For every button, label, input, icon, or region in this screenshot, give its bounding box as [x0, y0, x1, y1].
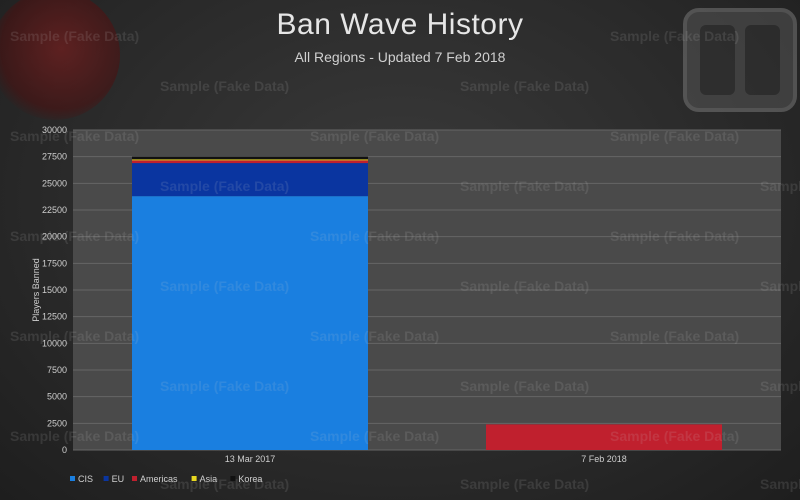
y-tick-label: 17500 [42, 258, 67, 268]
y-tick-label: 15000 [42, 285, 67, 295]
legend-swatch-korea [230, 476, 236, 481]
y-tick-label: 25000 [42, 178, 67, 188]
legend-label-americas: Americas [140, 474, 178, 484]
y-axis-label: Players Banned [31, 258, 41, 322]
y-tick-label: 7500 [47, 365, 67, 375]
y-tick-label: 5000 [47, 392, 67, 402]
legend-swatch-eu [103, 476, 109, 481]
y-tick-label: 27500 [42, 152, 67, 162]
chart-title: Ban Wave History [276, 8, 524, 41]
brand-logo-left [0, 0, 120, 120]
bar-americas-1 [486, 424, 722, 450]
y-tick-label: 30000 [42, 125, 67, 135]
legend-swatch-cis [70, 476, 75, 481]
brand-logo-right [683, 8, 797, 112]
legend-swatch-americas [132, 476, 137, 481]
chart-subtitle: All Regions - Updated 7 Feb 2018 [294, 49, 506, 65]
x-tick-label: 7 Feb 2018 [581, 454, 627, 464]
x-tick-label: 13 Mar 2017 [225, 454, 276, 464]
y-tick-label: 20000 [42, 232, 67, 242]
bar-asia-0 [132, 159, 368, 161]
legend-label-korea: Korea [238, 474, 262, 484]
y-tick-label: 0 [62, 445, 67, 455]
legend-label-eu: EU [112, 474, 125, 484]
y-tick-label: 22500 [42, 205, 67, 215]
bar-americas-0 [132, 160, 368, 164]
y-tick-label: 10000 [42, 338, 67, 348]
legend-label-cis: CIS [78, 474, 93, 484]
bar-cis-0 [132, 196, 368, 450]
bar-korea-0 [132, 156, 368, 160]
y-tick-label: 2500 [47, 418, 67, 428]
y-tick-label: 12500 [42, 312, 67, 322]
legend-swatch-asia [191, 476, 197, 481]
bar-eu-0 [132, 163, 368, 197]
legend-label-asia: Asia [200, 474, 218, 484]
